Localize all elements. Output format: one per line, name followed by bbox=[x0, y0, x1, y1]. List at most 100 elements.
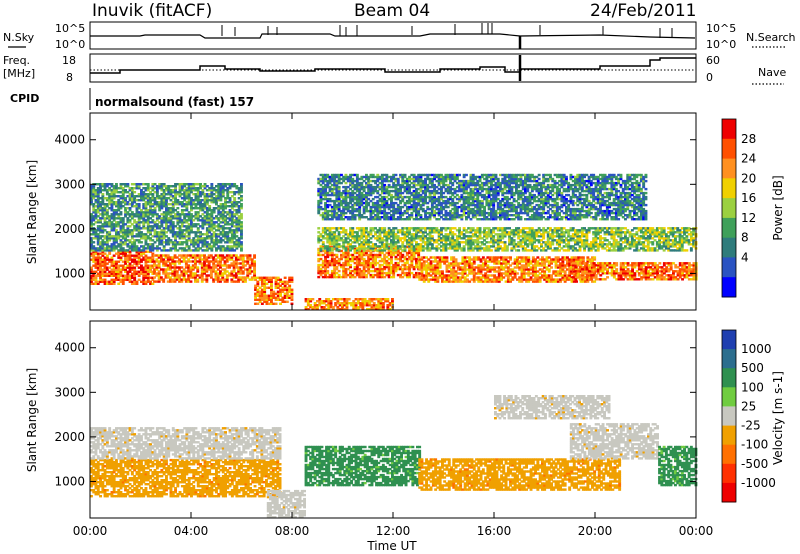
echo-cell bbox=[199, 187, 202, 190]
echo-cell bbox=[260, 298, 264, 301]
echo-cell bbox=[108, 249, 112, 252]
echo-cell bbox=[210, 187, 214, 190]
echo-cell bbox=[205, 243, 209, 246]
echo-cell bbox=[228, 215, 232, 218]
echo-cell bbox=[166, 268, 170, 271]
echo-cell bbox=[103, 280, 107, 283]
echo-cell bbox=[94, 231, 98, 234]
echo-cell bbox=[203, 264, 206, 267]
echo-cell bbox=[335, 247, 339, 250]
echo-cell bbox=[380, 245, 384, 248]
echo-cell bbox=[119, 221, 123, 224]
echo-cell bbox=[435, 231, 439, 234]
freq-tick-bottom: 8 bbox=[66, 71, 73, 84]
echo-cell bbox=[115, 247, 118, 250]
echo-cell bbox=[117, 223, 121, 226]
echo-cell bbox=[254, 278, 257, 281]
echo-cell bbox=[158, 205, 162, 208]
echo-cell bbox=[412, 255, 416, 259]
echo-cell bbox=[443, 262, 447, 265]
echo-cell bbox=[603, 278, 607, 281]
echo-cell bbox=[215, 217, 218, 220]
echo-cell bbox=[191, 268, 195, 271]
echo-cell bbox=[196, 203, 200, 206]
echo-cell bbox=[377, 298, 381, 301]
echo-cell bbox=[194, 231, 198, 234]
echo-cell bbox=[421, 235, 425, 238]
echo-cell bbox=[187, 274, 191, 277]
echo-cell bbox=[374, 237, 377, 240]
echo-cell bbox=[412, 235, 416, 238]
echo-cell bbox=[240, 227, 243, 230]
echo-cell bbox=[584, 264, 587, 267]
echo-cell bbox=[142, 207, 146, 210]
echo-cell bbox=[233, 243, 237, 246]
echo-cell bbox=[167, 185, 171, 188]
echo-cell bbox=[585, 262, 589, 265]
echo-cell bbox=[208, 237, 212, 240]
echo-cell bbox=[451, 247, 455, 250]
echo-cell bbox=[196, 278, 200, 281]
echo-cell bbox=[353, 251, 357, 255]
echo-cell bbox=[441, 276, 444, 279]
echo-cell bbox=[237, 223, 241, 226]
echo-cell bbox=[472, 278, 476, 281]
echo-cell bbox=[260, 294, 264, 297]
echo-cell bbox=[230, 191, 234, 194]
echo-cell bbox=[322, 308, 326, 311]
echo-cell bbox=[205, 221, 209, 224]
echo-cell bbox=[169, 193, 173, 196]
echo-cell bbox=[378, 241, 382, 244]
echo-cell bbox=[230, 211, 234, 214]
echo-cell bbox=[208, 243, 212, 246]
echo-cell bbox=[385, 271, 389, 275]
echo-cell bbox=[491, 268, 494, 271]
echo-cell bbox=[401, 237, 405, 240]
echo-cell bbox=[378, 235, 382, 238]
echo-cell bbox=[137, 266, 141, 269]
echo-cell bbox=[115, 211, 118, 214]
echo-cell bbox=[234, 256, 238, 259]
echo-cell bbox=[210, 209, 214, 212]
echo-cell bbox=[326, 271, 330, 275]
echo-cell bbox=[119, 195, 123, 198]
echo-cell bbox=[321, 271, 325, 275]
echo-cell bbox=[99, 189, 102, 192]
echo-cell bbox=[502, 256, 506, 259]
echo-cell bbox=[155, 245, 159, 248]
echo-cell bbox=[687, 264, 691, 267]
echo-cell bbox=[187, 266, 191, 269]
echo-cell bbox=[425, 260, 428, 263]
echo-cell bbox=[399, 275, 402, 279]
echo-cell bbox=[415, 243, 418, 246]
echo-cell bbox=[396, 239, 400, 242]
echo-cell bbox=[453, 247, 457, 250]
echo-cell bbox=[577, 258, 581, 261]
echo-cell bbox=[105, 245, 109, 248]
echo-cell bbox=[103, 272, 107, 275]
echo-cell bbox=[541, 264, 544, 267]
echo-cell bbox=[342, 243, 346, 246]
echo-cell bbox=[194, 199, 198, 202]
echo-cell bbox=[405, 241, 409, 244]
echo-cell bbox=[234, 262, 238, 265]
echo-cell bbox=[199, 201, 202, 204]
echo-cell bbox=[356, 308, 360, 311]
echo-cell bbox=[378, 247, 382, 250]
echo-cell bbox=[112, 187, 116, 190]
echo-cell bbox=[260, 296, 264, 299]
echo-cell bbox=[219, 187, 223, 190]
echo-cell bbox=[367, 267, 371, 271]
echo-cell bbox=[210, 223, 214, 226]
echo-cell bbox=[130, 191, 134, 194]
echo-cell bbox=[455, 245, 459, 248]
echo-cell bbox=[189, 280, 193, 283]
echo-cell bbox=[180, 237, 184, 240]
echo-cell bbox=[240, 207, 243, 210]
echo-cell bbox=[401, 275, 405, 279]
echo-cell bbox=[153, 191, 157, 194]
echo-cell bbox=[438, 276, 442, 279]
echo-cell bbox=[155, 235, 159, 238]
echo-cell bbox=[237, 280, 241, 283]
echo-cell bbox=[96, 239, 100, 242]
